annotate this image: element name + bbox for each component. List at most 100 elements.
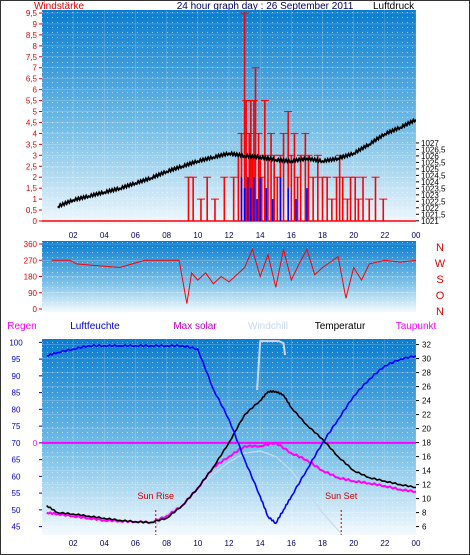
x-tick-label: 18 [318,231,327,240]
compass-label: O [436,290,445,302]
wind-tick-label: 9,5 [26,9,38,18]
x-tick-label: 14 [256,539,265,548]
wind-tick-label: 1,5 [26,184,38,193]
pressure-tick-label: 1022 [421,204,439,213]
pressure-tick-label: 1023 [421,191,439,200]
wind-bar [382,199,385,221]
wind-tick-label: 8,5 [26,31,38,40]
wind-bar [206,177,208,221]
wind-bar [362,177,364,221]
wind-bar [374,177,377,221]
wind-bar [349,177,352,221]
humidity-tick-label: 50 [12,506,21,515]
gust-bar [271,199,274,221]
x-tick-label: 14 [256,231,265,240]
temp-tick-label: 6 [422,523,427,532]
temp-tick-label: 28 [422,369,431,378]
temperature-line [46,390,416,524]
compass-label: W [435,258,446,270]
pressure-tick-label: 1024,5 [421,171,446,180]
wind-bar [317,155,319,221]
gust-bar [279,177,282,221]
wind-bar [273,155,275,221]
wind-bar [335,177,338,221]
legend-label: Regen [7,321,36,332]
temp-tick-label: 26 [422,383,431,392]
pressure-line [57,117,416,209]
x-tick-label: 22 [380,539,389,548]
gust-bar [287,188,290,221]
wind-bar [312,177,314,221]
wind-tick-label: 7,5 [26,53,38,62]
temp-tick-label: 24 [422,397,431,406]
windchill-line [256,340,287,391]
compass-label: S [436,274,443,286]
direction-line [51,247,416,304]
direction-tick-label: 180 [24,273,38,282]
wind-bar [304,133,307,221]
wind-bar [264,100,266,221]
x-tick-label: 00 [412,539,421,548]
wind-bar [338,155,341,221]
x-tick-label: 02 [69,231,78,240]
direction-tick-label: 90 [28,289,37,298]
x-tick-label: 10 [193,539,202,548]
legend-label: Max solar [173,321,217,332]
pressure-tick-label: 1021,5 [421,210,446,219]
wind-tick-label: 0,5 [26,206,38,215]
temp-x-axis: 02 04 06 08 10 12 14 16 18 20 22 00 [69,539,421,548]
sun-label: Sun Rise [137,491,174,501]
pressure-tick-label: 1024 [421,178,439,187]
wind-bar [253,100,255,221]
temp-tick-label: 16 [422,453,431,462]
wind-tick-label: 8 [33,42,38,51]
wind-tick-label: 3,5 [26,140,38,149]
temp-tick-label: 18 [422,439,431,448]
wind-bar [243,13,246,221]
legend-label: Windchill [248,321,288,332]
wind-bar [260,177,263,221]
wind-bar [232,177,235,221]
humidity-tick-label: 100 [9,338,23,347]
wind-left-axis: 0 0,5 1 1,5 2 2,5 3 3,5 4 4,55 5,5 6 6,5 7 7,5 8 8,5 9 9,5 [26,9,42,226]
temp-tick-label: 12 [422,481,431,490]
wind-tick-label: 5,5 [26,97,38,106]
gust-bar [256,199,258,221]
x-tick-label: 00 [412,231,421,240]
wind-bar [270,133,272,221]
wind-bar [307,155,310,221]
wind-tick-label: 5 [33,108,38,117]
wind-bar [251,155,254,221]
wind-bar [248,133,251,221]
humidity-line [46,344,416,525]
wind-bar [346,199,349,221]
humidity-tick-label: 45 [12,523,21,532]
wind-tick-label: 6,5 [26,75,38,84]
x-tick-label: 12 [225,231,234,240]
wind-bar [245,100,247,221]
humidity-tick-label: 70 [12,439,21,448]
wind-bar [267,155,269,221]
wind-tick-label: 6 [33,86,38,95]
wind-bar [331,199,333,221]
chart-title: 24 hour graph day : 26 September 2011 [177,1,354,12]
temp-tick-label: 14 [422,467,431,476]
wind-pressure-grid-dots [42,10,416,224]
gust-bar [295,199,297,221]
humidity-tick-label: 60 [12,472,21,481]
wind-pressure-grid [42,10,416,224]
gust-bar [253,177,255,221]
pressure-tick-label: 1023,5 [421,184,446,193]
x-tick-label: 04 [100,539,109,548]
humidity-tick-label: 65 [12,456,21,465]
wind-bar [282,133,285,221]
wind-bar [296,177,299,221]
wind-bar [223,177,226,221]
x-tick-label: 06 [131,539,140,548]
wind-tick-label: 2 [33,173,38,182]
pressure-tick-label: 1027 [421,139,439,148]
humidity-left-axis: 45 50 55 60 65 70 75 80 85 90 95 100 [9,338,42,532]
gust-bar [243,188,246,221]
wind-tick-label: 0 [33,217,38,226]
